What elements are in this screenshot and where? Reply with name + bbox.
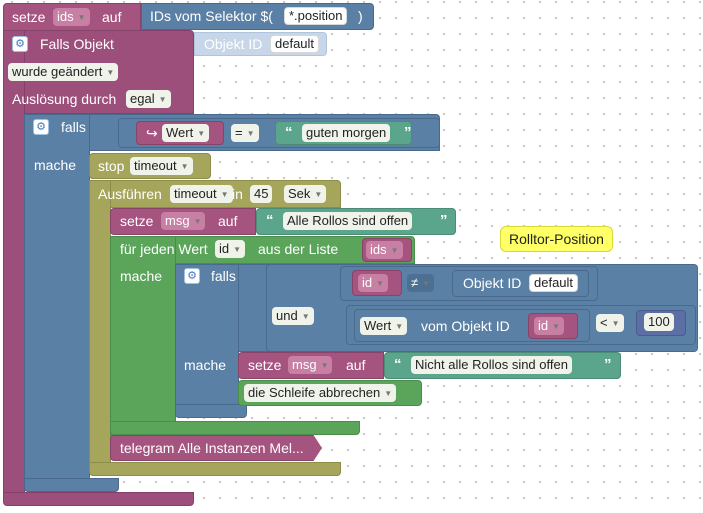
selector-label: IDs vom Selektor $(: [150, 8, 273, 24]
var-msg-dropdown[interactable]: msg ▼: [288, 356, 333, 374]
auf-label: auf: [218, 213, 238, 229]
objekt-id-label: Objekt ID: [463, 275, 522, 291]
unit-dropdown[interactable]: Sek ▼: [284, 185, 327, 203]
ausloesung-dropdown[interactable]: egal ▼: [126, 90, 171, 108]
mache-label: mache: [120, 268, 163, 284]
quote-open: “: [266, 212, 274, 229]
quote-close: ”: [404, 124, 412, 141]
ausloesung-label: Auslösung durch: [12, 91, 117, 107]
mache-label: mache: [34, 157, 77, 173]
setze-label: setze: [248, 357, 282, 373]
in-label: in: [232, 186, 243, 202]
comment-bubble[interactable]: Rolltor-Position: [500, 226, 613, 252]
mache-label: mache: [184, 357, 227, 373]
neq-dropdown[interactable]: ≠ ▼: [407, 274, 435, 292]
aus-der-liste-label: aus der Liste: [258, 241, 339, 257]
ausfuehren-label: Ausführen: [98, 186, 162, 202]
id-var-dropdown-2[interactable]: id ▼: [534, 317, 565, 335]
objekt-id-label: Objekt ID: [204, 36, 263, 52]
if-block-1-arm: [24, 114, 90, 480]
id-var-dropdown[interactable]: id ▼: [358, 274, 389, 292]
text-input-3[interactable]: Nicht alle Rollos sind offen: [411, 356, 572, 374]
wert-dropdown[interactable]: Wert ▼: [162, 124, 210, 142]
lt-dropdown[interactable]: < ▼: [596, 314, 624, 332]
if-block-2-bottom: [175, 404, 247, 418]
foreach-var-dropdown[interactable]: id ▼: [215, 240, 246, 258]
foreach-block-arm: [110, 236, 176, 436]
gear-icon[interactable]: ⚙: [184, 268, 200, 284]
selector-close: ): [358, 8, 363, 24]
trigger-block-bottom: [3, 492, 194, 506]
objekt-id-input[interactable]: default: [270, 35, 320, 53]
quote-open: “: [285, 124, 293, 141]
falls-label: falls: [61, 119, 86, 135]
quote-close: ”: [440, 212, 448, 229]
selector-input[interactable]: *.position: [284, 7, 348, 25]
stop-dropdown[interactable]: timeout ▼: [130, 157, 193, 175]
foreach-block-bottom: [110, 421, 360, 435]
number-input[interactable]: 100: [644, 313, 674, 331]
auf-label: auf: [346, 357, 366, 373]
if-block-1-bottom: [24, 478, 119, 492]
telegram-label: telegram Alle Instanzen Mel...: [120, 440, 304, 456]
if-block-2-arm: [175, 264, 239, 416]
return-icon: ↪: [146, 125, 158, 141]
list-var-dropdown[interactable]: ids ▼: [366, 241, 403, 259]
gear-icon[interactable]: ⚙: [12, 36, 28, 52]
equals-dropdown[interactable]: = ▼: [231, 124, 259, 142]
telegram-block[interactable]: [110, 435, 322, 461]
timeout-block-arm: [89, 180, 111, 470]
changed-dropdown[interactable]: wurde geändert ▼: [8, 63, 119, 81]
falls-objekt-label: Falls Objekt: [40, 36, 114, 52]
setze-label: setze: [12, 9, 46, 25]
var-msg-dropdown[interactable]: msg ▼: [161, 212, 206, 230]
vom-objekt-id-label: vom Objekt ID: [421, 318, 510, 334]
fuer-jeden-wert-label: für jeden Wert: [120, 241, 208, 257]
text-input-1[interactable]: guten morgen: [302, 124, 391, 142]
wert-dropdown[interactable]: Wert ▼: [360, 317, 408, 335]
break-loop-dropdown[interactable]: die Schleife abbrechen ▼: [244, 384, 397, 402]
timeout-name-input[interactable]: timeout ▼: [170, 185, 233, 203]
and-dropdown[interactable]: und ▼: [272, 307, 314, 325]
text-input-2[interactable]: Alle Rollos sind offen: [283, 212, 413, 230]
gear-icon[interactable]: ⚙: [33, 119, 49, 135]
var-ids-dropdown[interactable]: ids ▼: [53, 8, 90, 26]
timeout-block-bottom: [89, 462, 341, 476]
objekt-id-input[interactable]: default: [529, 274, 579, 292]
stop-label: stop: [98, 158, 125, 174]
quote-open: “: [394, 356, 402, 373]
setze-label: setze: [120, 213, 154, 229]
delay-input[interactable]: 45: [250, 185, 273, 203]
quote-close: ”: [604, 356, 612, 373]
auf-label: auf: [102, 9, 122, 25]
falls-label: falls: [211, 268, 236, 284]
